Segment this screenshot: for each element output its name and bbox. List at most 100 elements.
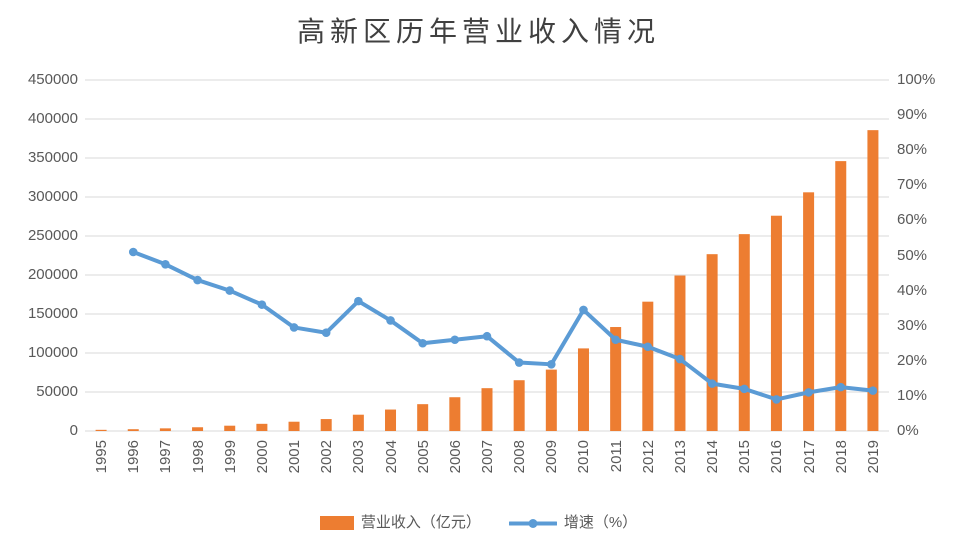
left-axis-tick-label: 100000 [27, 344, 78, 361]
x-axis-tick-label: 2003 [350, 440, 368, 474]
x-axis-tick-label: 2006 [446, 440, 464, 474]
bar-2004 [385, 409, 397, 431]
line-marker-2003 [354, 296, 363, 306]
line-marker-1997 [161, 259, 170, 269]
bar-2002 [320, 419, 332, 431]
bar-2009 [545, 369, 557, 431]
right-axis-tick-label: 90% [897, 106, 928, 124]
line-marker-2009 [547, 360, 556, 369]
line-marker-2002 [321, 328, 331, 338]
x-axis-tick-label: 1999 [221, 440, 239, 474]
x-axis-tick-label: 2013 [671, 440, 689, 474]
line-marker-2001 [289, 323, 299, 332]
bar-1996 [127, 429, 139, 431]
x-axis-tick-label: 2018 [832, 440, 850, 474]
right-axis-tick-label: 80% [897, 141, 928, 159]
line-marker-1998 [193, 275, 202, 285]
left-axis-tick-label: 200000 [27, 266, 78, 283]
bar-2016 [770, 215, 782, 431]
right-axis-tick-label: 0% [897, 422, 919, 439]
growth-line [131, 249, 875, 402]
bar-2014 [706, 254, 718, 431]
line-marker-2004 [386, 316, 395, 325]
x-axis-tick-label: 2016 [768, 440, 786, 474]
left-axis-tick-label: 150000 [27, 305, 78, 322]
x-axis-tick-label: 2007 [479, 440, 496, 474]
line-marker-2000 [257, 300, 267, 309]
x-axis-tick-label: 2017 [800, 440, 818, 474]
x-axis-tick-label: 2002 [318, 440, 336, 474]
x-axis-tick-label: 2019 [864, 440, 882, 474]
line-marker-2008 [514, 358, 524, 367]
right-axis-tick-label: 30% [897, 316, 928, 334]
right-axis-tick-label: 60% [897, 211, 928, 229]
legend-bar-swatch-icon [319, 516, 354, 530]
bar-2017 [803, 192, 815, 431]
line-marker-2011 [611, 335, 620, 345]
x-axis-tick-label: 1997 [157, 440, 175, 474]
bar-2008 [513, 380, 525, 431]
bar-1995 [95, 429, 107, 431]
x-axis-tick-label: 2004 [382, 440, 400, 474]
right-axis-tick-label: 10% [897, 386, 928, 404]
x-axis-tick-label: 2000 [253, 440, 271, 474]
bar-2000 [256, 423, 268, 431]
bar-2005 [417, 404, 429, 431]
bar-1999 [224, 425, 236, 431]
right-axis-tick-label: 50% [897, 246, 928, 264]
line-marker-2019 [868, 386, 878, 395]
left-axis-tick-label: 350000 [27, 149, 78, 166]
line-marker-2013 [675, 354, 685, 364]
line-marker-2017 [804, 388, 813, 397]
bar-2013 [674, 275, 686, 431]
bar-2012 [642, 301, 654, 431]
x-axis-tick-label: 2009 [543, 440, 561, 474]
line-marker-2016 [772, 395, 781, 404]
right-axis-tick-label: 20% [897, 351, 928, 369]
line-marker-2012 [643, 342, 653, 352]
chart-title: 高新区历年营业收入情况 [296, 17, 660, 48]
left-axis-tick-label: 250000 [27, 227, 78, 244]
x-axis-tick-label: 2001 [286, 440, 304, 474]
bar-2010 [577, 348, 589, 431]
left-axis-tick-label: 0 [69, 422, 78, 439]
bar-1998 [192, 427, 204, 431]
x-axis-tick-label: 2005 [414, 440, 432, 474]
line-marker-1996 [128, 247, 138, 257]
legend-line-swatch-icon [508, 518, 557, 528]
bar-2018 [835, 161, 847, 431]
x-axis-tick-label: 2011 [607, 440, 625, 473]
legend-bar-label: 营业收入（亿元） [360, 514, 481, 531]
left-axis-tick-label: 50000 [36, 383, 78, 400]
right-axis-tick-label: 70% [897, 176, 928, 194]
bar-2006 [449, 397, 461, 431]
line-marker-2018 [836, 382, 846, 392]
x-axis-tick-label: 1996 [125, 440, 143, 474]
bar-2015 [738, 234, 750, 431]
x-axis-tick-label: 2008 [511, 440, 529, 474]
line-marker-2014 [707, 379, 717, 388]
x-axis-tick-label: 2010 [575, 440, 593, 474]
x-axis-tick-label: 1995 [93, 440, 111, 474]
left-axis-tick-label: 450000 [27, 71, 78, 88]
bar-2019 [867, 130, 879, 432]
right-axis-tick-label: 100% [897, 71, 936, 88]
x-axis-tick-label: 2014 [704, 440, 722, 474]
line-marker-2007 [482, 331, 492, 341]
line-marker-1999 [225, 286, 235, 295]
x-axis-tick-label: 1998 [189, 440, 207, 474]
line-marker-2010 [579, 305, 588, 315]
bar-2003 [352, 414, 364, 431]
x-axis-tick-label: 2015 [736, 440, 754, 474]
line-marker-2006 [450, 335, 460, 345]
line-marker-2015 [739, 384, 749, 394]
left-axis-tick-label: 400000 [27, 110, 78, 127]
legend-line-label: 增速（%） [563, 514, 638, 531]
bar-2007 [481, 388, 493, 431]
x-axis-tick-label: 2012 [639, 440, 657, 474]
bar-1997 [159, 428, 171, 431]
right-axis-tick-label: 40% [897, 281, 928, 299]
bar-2001 [288, 421, 300, 431]
